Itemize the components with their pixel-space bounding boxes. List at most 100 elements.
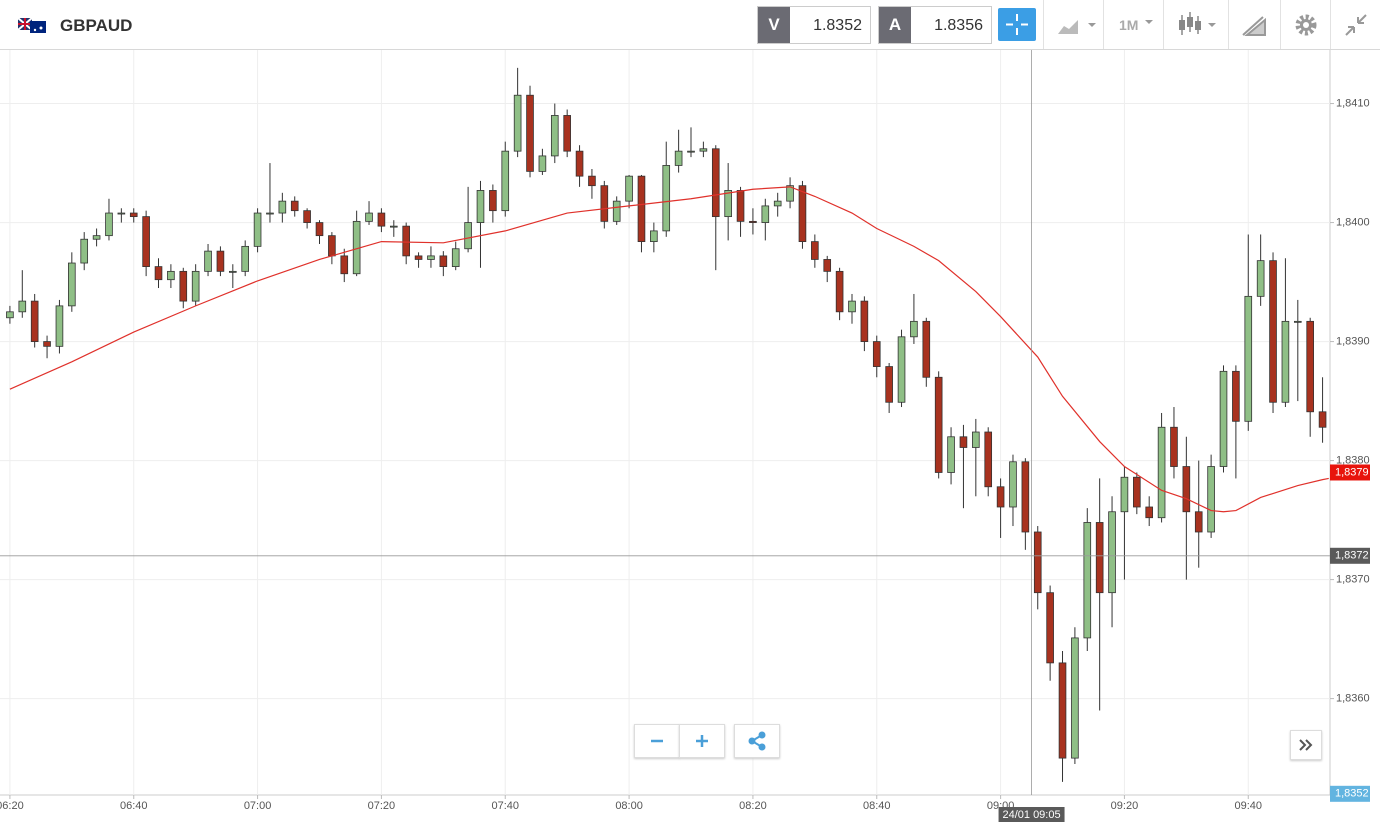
x-tick-label: 07:40 [491, 800, 519, 812]
candle-body [563, 115, 571, 152]
ask-label: A [879, 7, 911, 43]
candle-body [179, 270, 188, 302]
candle-body [167, 270, 175, 281]
candle-body [823, 259, 832, 272]
candle-body [947, 436, 955, 473]
x-tick-label: 07:20 [368, 800, 396, 812]
candle-body [476, 190, 485, 223]
y-tick-label: 1,8410 [1336, 97, 1370, 109]
candle-body [811, 241, 819, 260]
candle-body [451, 248, 460, 267]
candle-body [885, 366, 893, 403]
price-marker [1330, 785, 1370, 802]
candle-body [43, 341, 51, 347]
candle-body [674, 150, 683, 166]
price-marker [1330, 464, 1370, 481]
candle-body [1269, 260, 1277, 403]
x-tick-label: 09:20 [1111, 800, 1139, 812]
candle-body [588, 175, 596, 187]
timeframe-button[interactable]: 1M [1103, 0, 1164, 49]
candle-body [736, 190, 745, 222]
fullscreen-button[interactable] [1330, 0, 1380, 49]
candle-body [575, 150, 584, 177]
candle-body [600, 185, 609, 222]
candle-body [612, 200, 621, 222]
symbol: GBPAUD [60, 16, 133, 35]
candle-body [253, 212, 262, 247]
price-marker-label: 1,8379 [1335, 466, 1369, 478]
candle-body [266, 212, 274, 215]
candle-body [68, 262, 76, 307]
candle-body [724, 190, 732, 218]
bid-label: V [758, 7, 790, 43]
bid-box[interactable]: V 1.8352 [757, 6, 871, 44]
candle-body [860, 300, 869, 342]
candle-body [1232, 370, 1240, 422]
candle-body [1306, 320, 1314, 413]
candle-body [216, 250, 225, 272]
candle-body [241, 245, 250, 272]
y-tick-label: 1,8400 [1336, 216, 1370, 228]
x-tick-label: 06:40 [120, 800, 148, 812]
moving-average-line [9, 186, 1329, 513]
candle-body [1021, 461, 1030, 533]
candle-body [1244, 295, 1253, 422]
candle-body [365, 212, 373, 222]
candle-body [80, 238, 89, 264]
price-marker-label: 1,8352 [1335, 788, 1369, 800]
plus-icon [696, 735, 708, 747]
y-tick-label: 1,8390 [1336, 335, 1370, 347]
candle-body [154, 266, 163, 281]
candle-body [501, 150, 510, 212]
candle-body [1157, 426, 1166, 519]
candle-body [1108, 511, 1116, 594]
chart-type-button[interactable] [1043, 0, 1104, 49]
candle-body [389, 225, 398, 228]
x-tick-label: 08:20 [739, 800, 767, 812]
candle-body [315, 222, 324, 237]
candle-body [984, 431, 993, 488]
candle-body [1083, 522, 1092, 639]
candle-body [897, 336, 906, 403]
candle-body [1120, 476, 1129, 513]
draw-icon [1242, 16, 1266, 36]
timeframe: 1M [1119, 17, 1139, 33]
candle-body [1071, 637, 1079, 759]
candle-body [650, 230, 658, 243]
scroll-latest-button[interactable] [1290, 730, 1322, 760]
candle-button[interactable] [1163, 0, 1229, 49]
candle-body [538, 155, 547, 172]
ask-box[interactable]: A 1.8356 [878, 6, 992, 44]
candle-body [1170, 426, 1178, 467]
candle-body [761, 205, 770, 223]
x-tick-label: 07:00 [244, 800, 272, 812]
flag-icon [18, 18, 46, 33]
zoom-in-button[interactable] [679, 724, 725, 758]
candle-body [526, 94, 534, 172]
candle-body [1133, 476, 1141, 508]
draw-button[interactable] [1228, 0, 1281, 49]
crosshair-button[interactable] [998, 8, 1036, 41]
candle-body [786, 185, 794, 202]
candle-body [92, 235, 101, 240]
candle-body [959, 436, 968, 448]
candle-icon [1179, 12, 1216, 35]
candle-body [1293, 320, 1302, 323]
collapse-icon [1345, 14, 1367, 36]
candle-body [1046, 592, 1054, 664]
zoom-out-button[interactable] [634, 724, 680, 758]
candle-body [340, 255, 349, 275]
ask-price: 1.8356 [934, 17, 983, 34]
settings-button[interactable] [1280, 0, 1331, 49]
x-tick-label: 08:40 [863, 800, 891, 812]
share-button[interactable] [734, 724, 780, 758]
candle-body [402, 225, 410, 257]
y-tick-label: 1,8380 [1336, 454, 1370, 466]
minus-icon [651, 739, 663, 743]
candle-body [489, 190, 497, 212]
candle-body [687, 150, 695, 153]
share-icon [748, 731, 766, 751]
candle-body [1194, 511, 1203, 533]
crosshair-y-box [1330, 547, 1370, 564]
